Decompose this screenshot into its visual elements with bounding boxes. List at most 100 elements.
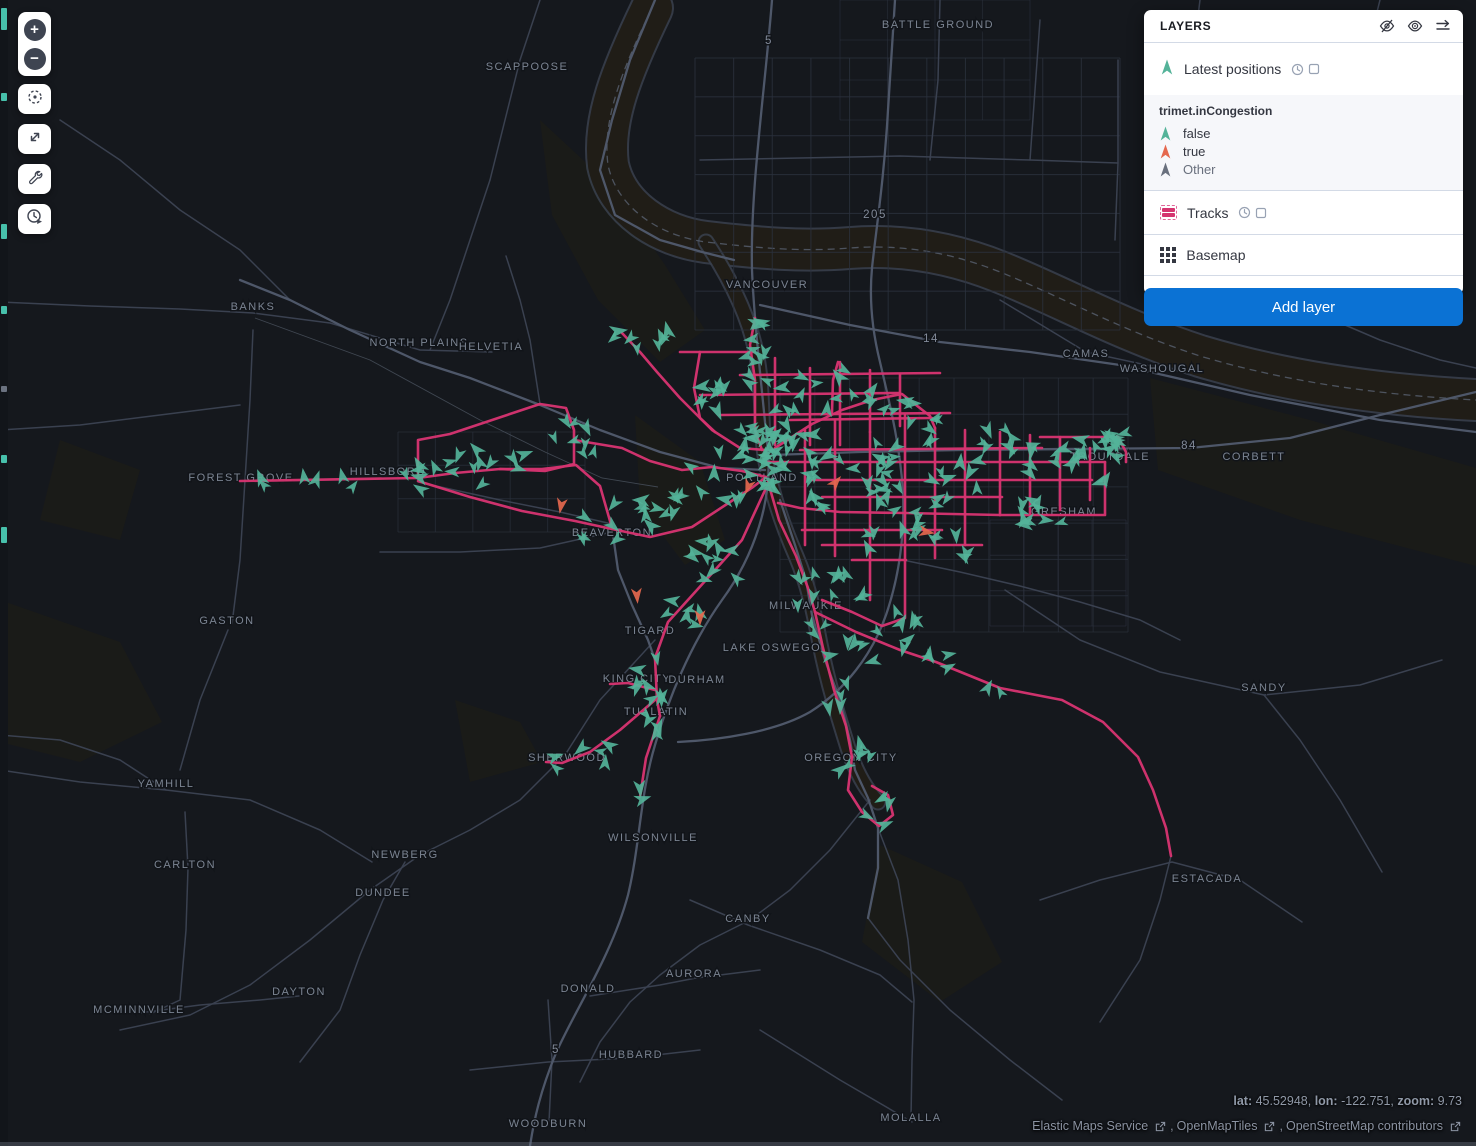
vehicle-marker: [838, 674, 850, 692]
vehicle-marker: [888, 437, 906, 453]
vehicle-marker: [633, 795, 652, 808]
vehicle-marker: [891, 614, 907, 634]
vehicle-marker: [907, 506, 923, 517]
green-arrow-icon: [1160, 126, 1171, 140]
vehicle-marker: [972, 479, 983, 496]
vehicle-marker: [872, 483, 886, 493]
vehicle-marker: [731, 446, 751, 460]
vehicle-marker: [785, 431, 798, 450]
layer-label-basemap: Basemap: [1186, 247, 1246, 263]
attribution-link[interactable]: OpenStreetMap contributors: [1285, 1119, 1443, 1133]
vehicle-marker: [694, 536, 711, 548]
vehicle-marker: [476, 453, 489, 472]
vehicle-marker: [918, 525, 935, 537]
vehicle-marker: [756, 458, 774, 471]
vehicle-marker: [815, 500, 831, 511]
vehicle-marker: [835, 361, 852, 374]
set-view-button[interactable]: [18, 84, 51, 114]
vehicle-marker: [979, 420, 992, 439]
timeslider-button[interactable]: [18, 204, 51, 234]
vehicle-marker: [803, 616, 815, 631]
vehicle-marker: [630, 587, 642, 604]
vehicle-marker: [648, 501, 666, 513]
vehicle-marker: [832, 369, 850, 388]
vehicle-marker: [468, 460, 478, 475]
legend-row-other: Other: [1154, 160, 1447, 178]
vehicle-marker: [1019, 462, 1037, 481]
vehicle-marker: [715, 494, 735, 508]
vehicle-marker: [911, 514, 927, 532]
vehicle-marker: [808, 588, 821, 606]
zoom-out-button[interactable]: −: [23, 47, 46, 70]
vehicle-marker: [624, 329, 640, 345]
vehicle-marker: [754, 350, 770, 367]
track-line: [416, 479, 614, 531]
vehicle-marker: [887, 407, 901, 417]
add-layer-button[interactable]: Add layer: [1144, 288, 1463, 326]
vehicle-marker: [258, 479, 272, 493]
vehicle-marker: [687, 617, 704, 629]
zoom-in-button[interactable]: +: [23, 18, 46, 41]
vehicle-marker: [633, 779, 646, 798]
collapse-panel-icon[interactable]: [1435, 18, 1451, 34]
vehicle-marker: [853, 749, 867, 762]
vehicle-marker: [763, 479, 782, 496]
left-edge-strip: [0, 0, 8, 1146]
vehicle-marker: [742, 432, 760, 445]
vehicle-marker: [718, 379, 731, 397]
bounds-icon: [1309, 63, 1320, 75]
tools-button[interactable]: [18, 164, 51, 194]
vehicle-marker: [700, 552, 715, 566]
vehicle-marker: [863, 539, 878, 559]
vehicle-marker: [845, 462, 862, 474]
vehicle-marker: [509, 461, 527, 472]
layer-row-basemap[interactable]: Basemap: [1144, 235, 1463, 275]
vehicle-marker: [683, 462, 700, 476]
attribution-link[interactable]: OpenMapTiles: [1176, 1119, 1258, 1133]
map-place-label: DAYTON: [272, 986, 326, 998]
vehicle-marker: [710, 554, 725, 563]
vehicle-marker: [873, 470, 889, 488]
vehicle-marker: [871, 453, 891, 469]
vehicle-marker: [695, 485, 711, 501]
show-all-layers-icon[interactable]: [1407, 18, 1423, 34]
vehicle-marker: [903, 396, 923, 410]
vehicle-marker: [849, 387, 860, 402]
vehicle-marker: [968, 453, 987, 465]
latest-positions-marker-icon: [1160, 59, 1174, 80]
vehicle-marker: [875, 821, 894, 834]
vehicle-marker: [412, 484, 430, 499]
vehicle-marker: [609, 530, 627, 546]
attribution-link[interactable]: Elastic Maps Service: [1032, 1119, 1149, 1133]
vehicle-marker: [805, 625, 821, 640]
vehicle-marker: [819, 445, 839, 461]
map-place-label: SANDY: [1241, 682, 1286, 694]
vehicle-marker: [830, 763, 849, 780]
vehicle-marker: [1103, 430, 1120, 443]
vehicle-marker: [658, 506, 674, 518]
vehicle-marker: [922, 434, 932, 450]
vehicle-marker: [876, 461, 887, 478]
vehicle-marker: [965, 462, 980, 481]
vehicle-marker: [651, 723, 664, 742]
fullscreen-button[interactable]: [18, 124, 51, 154]
vehicle-marker: [1021, 455, 1038, 471]
layer-row-tracks[interactable]: Tracks: [1144, 191, 1463, 234]
vehicle-marker: [708, 400, 722, 421]
map-place-label: SCAPPOOSE: [486, 61, 569, 73]
track-line: [776, 501, 1002, 517]
edge-mark: [1, 8, 7, 30]
vehicle-marker: [942, 490, 956, 505]
vehicle-marker: [1096, 471, 1111, 489]
track-line: [544, 698, 657, 765]
vehicle-marker: [257, 469, 270, 488]
vehicle-marker: [398, 466, 409, 481]
divider: [1144, 190, 1463, 191]
layer-row-latest-positions[interactable]: Latest positions: [1144, 43, 1463, 95]
map-place-label: DUNDEE: [355, 887, 410, 899]
vehicle-marker: [999, 435, 1016, 455]
track-line: [610, 475, 768, 539]
vehicle-marker: [1031, 502, 1046, 516]
coordinates-readout: lat: 45.52948, lon: -122.751, zoom: 9.73: [1233, 1094, 1462, 1108]
hide-all-layers-icon[interactable]: [1379, 18, 1395, 34]
